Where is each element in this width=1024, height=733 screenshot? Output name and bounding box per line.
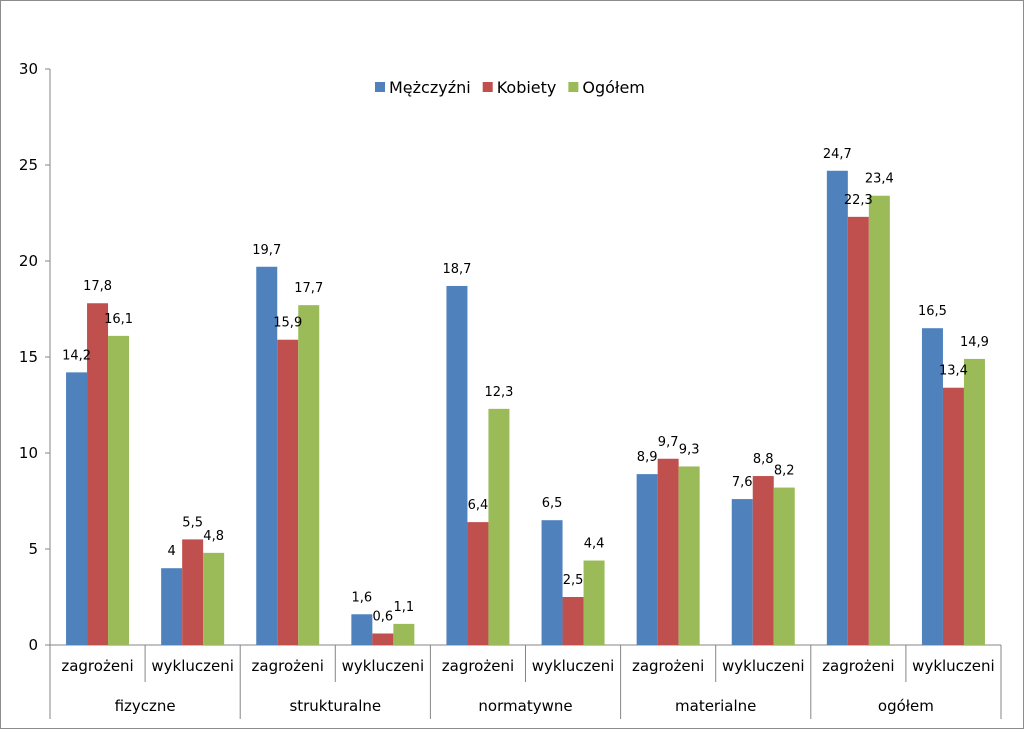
bar [446, 285, 468, 645]
bar [66, 372, 88, 645]
x-subcategory-label: zagrożeni [442, 657, 514, 675]
y-tick-label: 5 [28, 540, 38, 558]
bar [161, 568, 183, 645]
bar [826, 170, 848, 645]
legend: Mężczyźni Kobiety Ogółem [375, 78, 645, 97]
data-label: 4,4 [584, 537, 605, 552]
bar [467, 522, 489, 645]
x-subcategory-label: zagrożeni [822, 657, 894, 675]
bar [351, 614, 373, 645]
x-group-label: materialne [675, 697, 756, 715]
data-label: 9,7 [658, 435, 679, 450]
data-label: 0,6 [373, 609, 394, 624]
x-subcategory-label: wykluczeni [151, 657, 234, 675]
data-label: 23,4 [865, 172, 894, 187]
legend-swatch [568, 82, 579, 92]
bar [847, 216, 869, 645]
x-subcategory-label: wykluczeni [722, 657, 805, 675]
bar [963, 358, 985, 645]
x-subcategory-label: wykluczeni [342, 657, 425, 675]
bars [66, 170, 985, 645]
data-label: 19,7 [252, 243, 281, 258]
legend-label: Ogółem [582, 78, 645, 97]
x-subcategory-label: wykluczeni [532, 657, 615, 675]
data-labels: 14,2 17,8 16,1 4 5,54,8 19,7 15,9 17,7 1,60,61,1… [62, 147, 989, 625]
data-label: 9,3 [679, 442, 700, 457]
data-label: 12,3 [484, 385, 513, 400]
data-label: 6,4 [468, 498, 489, 513]
bar [87, 303, 109, 645]
y-tick-label: 10 [19, 444, 38, 462]
x-subcategory-label: zagrożeni [61, 657, 133, 675]
bar [942, 387, 964, 645]
x-group-label: strukturalne [289, 697, 381, 715]
data-label: 15,9 [273, 316, 302, 331]
data-label: 24,7 [823, 147, 852, 162]
data-label: 17,7 [294, 281, 323, 296]
data-label: 17,8 [83, 279, 112, 294]
data-label: 8,2 [774, 464, 795, 479]
y-tick-label: 0 [28, 636, 38, 654]
data-label: 8,8 [753, 452, 774, 467]
legend-label: Kobiety [497, 78, 557, 97]
bar [256, 266, 278, 645]
bar [636, 474, 658, 645]
bar [393, 623, 415, 645]
x-group-label: ogółem [878, 697, 934, 715]
data-label: 6,5 [542, 496, 563, 511]
data-label: 2,5 [563, 573, 584, 588]
data-label: 4,8 [203, 529, 224, 544]
bar [298, 305, 320, 645]
x-group-label: normatywne [478, 697, 572, 715]
data-label: 22,3 [844, 193, 873, 208]
bar [731, 499, 753, 645]
bar [182, 539, 204, 645]
data-label: 7,6 [732, 475, 753, 490]
x-group-label: fizyczne [115, 697, 176, 715]
data-label: 1,1 [394, 600, 415, 615]
legend-swatch [375, 82, 385, 92]
bar [868, 195, 890, 645]
x-subcategory-label: zagrożeni [632, 657, 704, 675]
data-label: 8,9 [637, 450, 658, 465]
data-label: 14,2 [62, 348, 91, 363]
bar [203, 552, 225, 645]
bar [583, 560, 605, 645]
axes: 0 5 10 15 20 25 30 zagrożeni wykluczeni fizyczne z… [19, 60, 1002, 719]
y-tick-label: 15 [19, 348, 38, 366]
y-tick-label: 20 [19, 252, 38, 270]
legend-label: Mężczyźni [389, 78, 471, 97]
x-subcategory-label: wykluczeni [912, 657, 995, 675]
bar [488, 408, 510, 645]
data-label: 14,9 [960, 335, 989, 350]
bar [108, 335, 130, 645]
y-tick-label: 30 [19, 60, 38, 78]
data-label: 4 [168, 544, 176, 559]
data-label: 16,5 [918, 304, 947, 319]
x-subcategory-label: zagrożeni [252, 657, 324, 675]
bar [752, 476, 774, 645]
bar [562, 597, 584, 645]
data-label: 16,1 [104, 312, 133, 327]
bar [678, 466, 700, 645]
legend-swatch [482, 82, 493, 92]
bar [541, 520, 563, 645]
bar [773, 487, 795, 645]
data-label: 18,7 [442, 262, 471, 277]
data-label: 1,6 [352, 590, 373, 605]
bar [657, 458, 679, 645]
bar [921, 328, 943, 645]
y-tick-label: 25 [19, 156, 38, 174]
bar [372, 633, 394, 645]
bar [277, 339, 299, 645]
data-label: 13,4 [939, 364, 968, 379]
data-label: 5,5 [182, 515, 203, 530]
